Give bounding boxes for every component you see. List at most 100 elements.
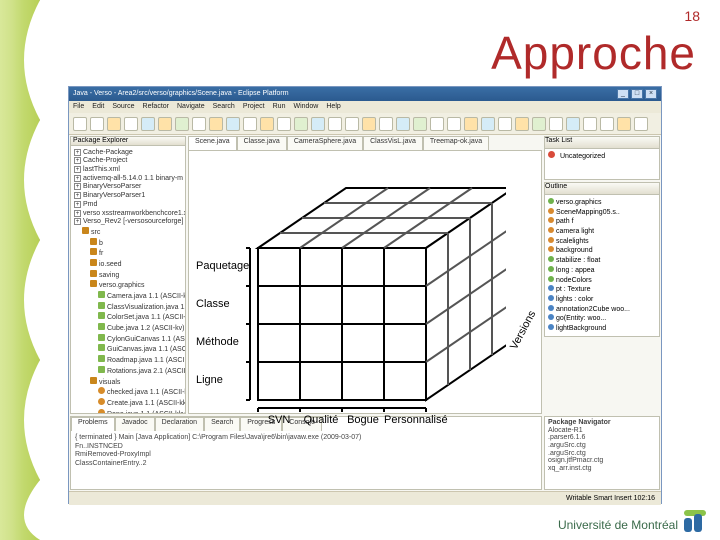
toolbar-button[interactable] [617, 117, 631, 131]
expand-icon[interactable]: + [74, 183, 81, 190]
window-close-button[interactable]: × [645, 89, 657, 99]
nav-item[interactable]: xq_arr.inst.ctg [548, 465, 656, 473]
outline-item[interactable]: scalelights [548, 237, 656, 246]
outline-item[interactable]: SceneMapping05.s.. [548, 208, 656, 217]
tree-node[interactable]: +BinaryVersoParser [74, 183, 182, 191]
package-navigator-panel[interactable]: Package Navigator Alocate-R1 .parser6.1.… [544, 416, 660, 490]
toolbar-button[interactable] [277, 117, 291, 131]
expand-icon[interactable]: + [74, 175, 81, 182]
toolbar-button[interactable] [158, 117, 172, 131]
menu-bar[interactable]: File Edit Source Refactor Navigate Search Proj… [69, 101, 661, 113]
toolbar-button[interactable] [413, 117, 427, 131]
tree-node[interactable]: ColorSet.java 1.1 (ASCII-kkv) [98, 312, 182, 322]
toolbar-button[interactable] [226, 117, 240, 131]
tool-bar[interactable] [69, 113, 661, 135]
tree-node[interactable]: +Pmd [74, 201, 182, 209]
outline-list[interactable]: verso.graphicsSceneMapping05.s..path fca… [545, 195, 659, 336]
window-maximize-button[interactable]: □ [631, 89, 643, 99]
tree-node[interactable]: +BinaryVersoParser1 [74, 192, 182, 200]
menu-item[interactable]: Source [112, 103, 134, 111]
nav-item[interactable]: osign.jtfPmacr.ctg [548, 457, 656, 465]
toolbar-button[interactable] [107, 117, 121, 131]
nav-item[interactable]: .parser6.1.6 [548, 434, 656, 442]
toolbar-button[interactable] [515, 117, 529, 131]
menu-item[interactable]: Project [243, 103, 265, 111]
toolbar-button[interactable] [209, 117, 223, 131]
tree-node[interactable]: Rotations.java 2.1 (ASCII-kkv) [98, 366, 182, 376]
tree-node[interactable]: +Cache-Package [74, 149, 182, 157]
expand-icon[interactable]: + [74, 210, 81, 217]
toolbar-button[interactable] [498, 117, 512, 131]
tree-node[interactable]: Done.java 1.1 (ASCII-kkv) [98, 409, 182, 414]
outline-item[interactable]: verso.graphics [548, 198, 656, 207]
menu-item[interactable]: Edit [92, 103, 104, 111]
outline-item[interactable]: nodeColors [548, 276, 656, 285]
tree-node[interactable]: Create.java 1.1 (ASCII-kkv) [98, 398, 182, 408]
tree-node[interactable]: src [82, 227, 182, 237]
toolbar-button[interactable] [311, 117, 325, 131]
expand-icon[interactable]: + [74, 201, 81, 208]
outline-item[interactable]: background [548, 246, 656, 255]
tree-node[interactable]: visuals [90, 377, 182, 387]
outline-item[interactable]: long : appea [548, 266, 656, 275]
nav-item[interactable]: .arguSrc.ctg [548, 442, 656, 450]
expand-icon[interactable]: + [74, 157, 81, 164]
nav-item[interactable]: .arguSrc.ctg [548, 450, 656, 458]
tree-node[interactable]: saving [90, 270, 182, 280]
tree-node[interactable]: Roadmap.java 1.1 (ASCII-kkv) [98, 355, 182, 365]
tree-node[interactable]: +lastThis.xml [74, 166, 182, 174]
bottom-tab[interactable]: Problems [71, 417, 115, 431]
toolbar-button[interactable] [124, 117, 138, 131]
tree-node[interactable]: +verso xsstreamworkbenchcore1.xml [74, 210, 182, 218]
toolbar-button[interactable] [430, 117, 444, 131]
outline-item[interactable]: pt : Texture [548, 285, 656, 294]
bottom-tab[interactable]: Javadoc [115, 417, 155, 431]
outline-panel[interactable]: Outline verso.graphicsSceneMapping05.s..… [544, 182, 660, 337]
expand-icon[interactable]: + [74, 149, 81, 156]
tree-node[interactable]: +Verso_Rev2 [-versosourceforge] [74, 218, 182, 226]
tree-node[interactable]: +Cache-Project [74, 157, 182, 165]
outline-item[interactable]: lights : color [548, 295, 656, 304]
tree-node[interactable]: Cube.java 1.2 (ASCII-kv) [98, 323, 182, 333]
toolbar-button[interactable] [481, 117, 495, 131]
menu-item[interactable]: Navigate [177, 103, 205, 111]
tree-node[interactable]: +activemq-all-5.14.0 1.1 binary-m [74, 175, 182, 183]
window-titlebar[interactable]: Java - Verso - Area2/src/verso/graphics/… [69, 87, 661, 101]
outline-item[interactable]: go(Entity: woo... [548, 314, 656, 323]
menu-item[interactable]: Help [326, 103, 340, 111]
toolbar-button[interactable] [362, 117, 376, 131]
outline-item[interactable]: stabilize : float [548, 256, 656, 265]
package-explorer-panel[interactable]: Package Explorer +Cache-Package+Cache-Pr… [70, 136, 186, 414]
toolbar-button[interactable] [260, 117, 274, 131]
problems-row[interactable]: RmiRemoved-ProxyImpl [75, 451, 537, 459]
toolbar-button[interactable] [566, 117, 580, 131]
menu-item[interactable]: Search [213, 103, 235, 111]
toolbar-button[interactable] [328, 117, 342, 131]
window-minimize-button[interactable]: _ [617, 89, 629, 99]
expand-icon[interactable]: + [74, 166, 81, 173]
menu-item[interactable]: Run [273, 103, 286, 111]
tree-node[interactable]: checked.java 1.1 (ASCII-kkv) [98, 387, 182, 397]
menu-item[interactable]: Window [293, 103, 318, 111]
tree-node[interactable]: GuiCanvas.java 1.1 (ASCII-kv) [98, 344, 182, 354]
tree-node[interactable]: ClassVisualization.java 1.2 (ASCII-kkv) [98, 302, 182, 312]
toolbar-button[interactable] [73, 117, 87, 131]
nav-item[interactable]: Alocate-R1 [548, 427, 656, 435]
toolbar-button[interactable] [192, 117, 206, 131]
toolbar-button[interactable] [379, 117, 393, 131]
package-explorer-tree[interactable]: +Cache-Package+Cache-Project+lastThis.xm… [71, 146, 185, 414]
outline-item[interactable]: annotation2Cube woo... [548, 305, 656, 314]
problems-row[interactable]: Fn..INSTNCED [75, 443, 537, 451]
tree-node[interactable]: CylonGuiCanvas 1.1 (ASCII-kkv) [98, 334, 182, 344]
outline-item[interactable]: path f [548, 217, 656, 226]
expand-icon[interactable]: + [74, 218, 81, 225]
tree-node[interactable]: fr [90, 248, 182, 258]
problems-row[interactable]: ClassContainerEntry..2 [75, 460, 537, 468]
tree-node[interactable]: b [90, 238, 182, 248]
toolbar-button[interactable] [600, 117, 614, 131]
tree-node[interactable]: Camera.java 1.1 (ASCII-kkv) [98, 291, 182, 301]
toolbar-button[interactable] [447, 117, 461, 131]
toolbar-button[interactable] [396, 117, 410, 131]
menu-item[interactable]: Refactor [143, 103, 169, 111]
menu-item[interactable]: File [73, 103, 84, 111]
